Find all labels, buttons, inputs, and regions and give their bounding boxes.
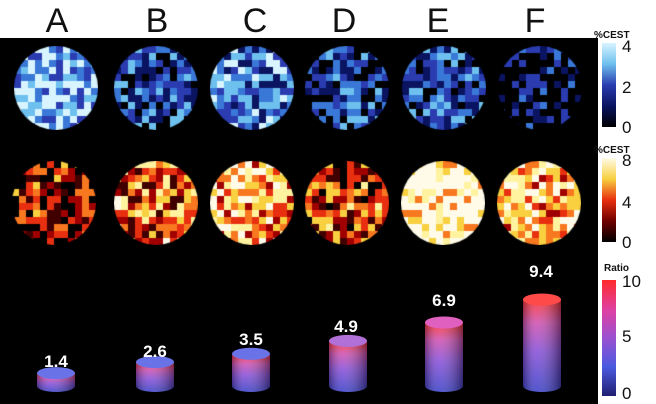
- colorbar-title-ratio: Ratio: [604, 263, 629, 274]
- cest-map-blue-e: [402, 46, 486, 130]
- ratio-label-c: 3.5: [239, 330, 263, 349]
- cest-map-blue-b: [114, 46, 198, 130]
- colorbar-title-blue: %CEST: [594, 30, 630, 41]
- colorbar-heat-tick-max: 8: [622, 151, 632, 170]
- column-label-e: E: [426, 2, 450, 40]
- ratio-cylinder-a: [37, 367, 75, 392]
- column-label-d: D: [331, 2, 357, 40]
- ratio-cylinders: [37, 293, 561, 392]
- colorbar-blue: [602, 43, 616, 127]
- ratio-cylinder-b: [136, 356, 174, 392]
- colorbar-ratio-tick-mid: 5: [622, 327, 632, 346]
- column-label-a: A: [45, 2, 69, 40]
- cest-map-blue-d: [305, 46, 389, 130]
- colorbar-heat-tick-mid: 4: [622, 193, 632, 212]
- colorbar-heat: [602, 158, 616, 242]
- colorbar-ratio: [602, 280, 616, 396]
- ratio-cylinder-c: [232, 347, 270, 392]
- ratio-label-b: 2.6: [143, 342, 167, 361]
- cest-map-heat-b: [114, 161, 198, 245]
- ratio-cylinder-f: [523, 293, 561, 392]
- cest-map-heat-f: [497, 161, 581, 245]
- column-label-f: F: [524, 2, 546, 40]
- colorbar-ratio-tick-max: 10: [622, 272, 641, 291]
- colorbar-heat-tick-min: 0: [622, 233, 632, 252]
- cest-map-blue-a: [14, 46, 98, 130]
- cest-map-heat-c: [210, 161, 294, 245]
- cest-map-heat-a: [12, 161, 96, 245]
- ratio-label-a: 1.4: [44, 352, 68, 371]
- colorbar-title-heat: %CEST: [594, 145, 630, 156]
- cest-map-heat-d: [305, 161, 389, 245]
- cest-map-blue-c: [210, 46, 294, 130]
- ratio-label-f: 9.4: [529, 262, 553, 281]
- ratio-cylinder-e: [425, 316, 463, 392]
- ratio-label-d: 4.9: [334, 317, 358, 336]
- column-label-b: B: [145, 2, 169, 40]
- colorbar-blue-tick-min: 0: [622, 118, 632, 137]
- column-label-c: C: [242, 2, 268, 40]
- ratio-label-e: 6.9: [432, 291, 456, 310]
- colorbar-blue-tick-max: 4: [622, 37, 632, 56]
- cest-map-heat-e: [401, 161, 485, 245]
- ratio-cylinder-d: [329, 334, 367, 392]
- colorbar-blue-tick-mid: 2: [622, 78, 632, 97]
- cest-map-blue-f: [498, 46, 582, 130]
- colorbar-ratio-tick-min: 0: [622, 384, 632, 403]
